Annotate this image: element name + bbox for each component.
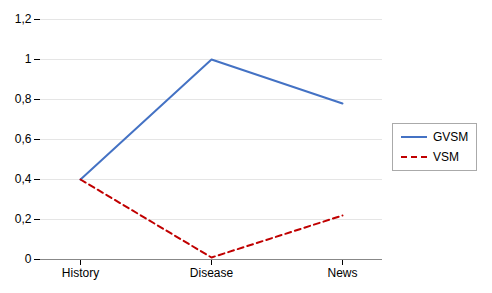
svg-text:0,6: 0,6 [15,132,32,146]
svg-text:0,4: 0,4 [15,172,32,186]
svg-text:History: History [62,266,99,280]
svg-text:0,2: 0,2 [15,212,32,226]
svg-text:1,2: 1,2 [15,12,32,26]
html-text:VSM: VSM [433,149,459,164]
svg-text:0: 0 [25,252,32,266]
svg-text:Disease: Disease [190,266,234,280]
svg-text:News: News [327,266,357,280]
html-text:GVSM: GVSM [433,129,469,144]
svg-text:1: 1 [25,52,32,66]
svg-text:0,8: 0,8 [15,92,32,106]
